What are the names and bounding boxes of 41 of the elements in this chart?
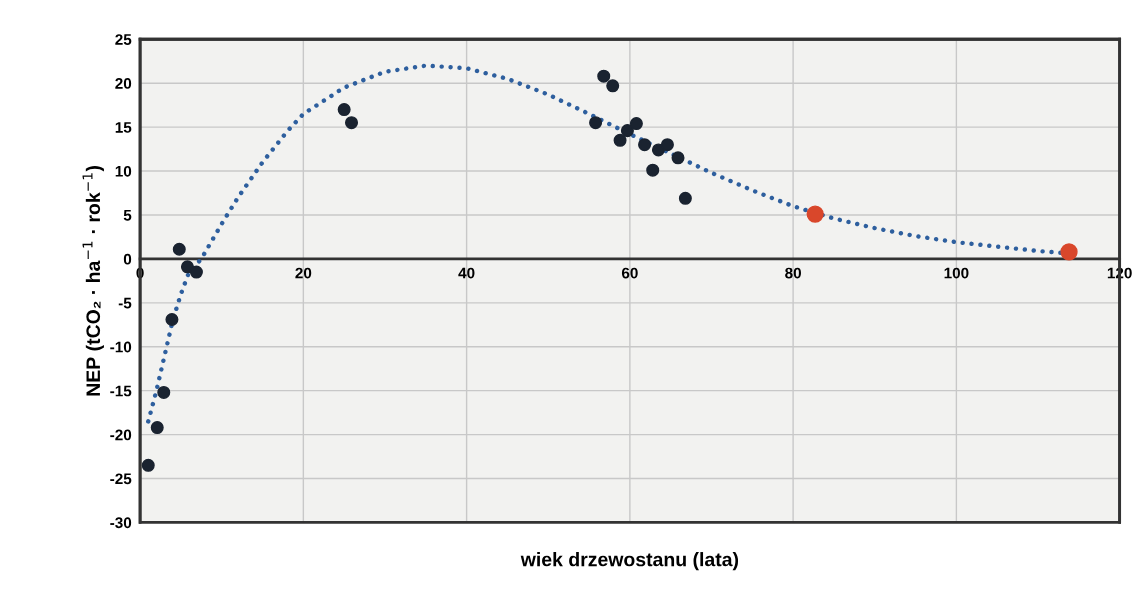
point <box>606 79 620 93</box>
y-tick-label: 20 <box>115 78 132 89</box>
y-tick-label: -25 <box>110 473 132 485</box>
y-tick-label: 25 <box>115 34 132 45</box>
x-tick-label: 60 <box>621 267 638 279</box>
point <box>671 151 685 165</box>
y-tick-label: 15 <box>115 122 132 133</box>
y-tick-label: 0 <box>123 253 132 265</box>
x-tick-label: 80 <box>785 267 801 279</box>
point <box>589 116 603 130</box>
point <box>613 133 627 147</box>
y-tick-label: 10 <box>115 165 132 177</box>
point <box>597 69 611 83</box>
y-tick-label: -20 <box>110 429 132 441</box>
point <box>150 421 164 435</box>
point <box>165 313 179 327</box>
point <box>678 191 692 205</box>
x-axis-title: wiek drzewostanu (lata) <box>520 552 739 571</box>
point <box>172 242 186 256</box>
point <box>638 138 652 152</box>
y-tick-label: -30 <box>110 517 132 529</box>
point <box>806 205 824 223</box>
point <box>337 103 351 117</box>
point <box>141 458 155 472</box>
y-tick-label: -15 <box>110 385 132 397</box>
point <box>157 385 171 399</box>
point <box>345 116 359 130</box>
y-tick-label: 5 <box>123 209 132 221</box>
point <box>651 143 665 157</box>
point <box>1060 243 1078 261</box>
x-tick-label: 100 <box>944 267 969 279</box>
y-tick-label: -10 <box>110 341 132 353</box>
point <box>660 138 674 152</box>
point <box>629 117 643 131</box>
x-tick-label: 20 <box>295 267 312 279</box>
point <box>620 124 634 138</box>
y-tick-label: -5 <box>118 297 132 309</box>
x-tick-label: 40 <box>458 267 475 279</box>
y-axis-title: NEP (tCO₂ · ha$^{−1}$ · rok$^{−1}$) <box>82 166 104 396</box>
point <box>189 265 203 279</box>
point <box>646 163 660 177</box>
